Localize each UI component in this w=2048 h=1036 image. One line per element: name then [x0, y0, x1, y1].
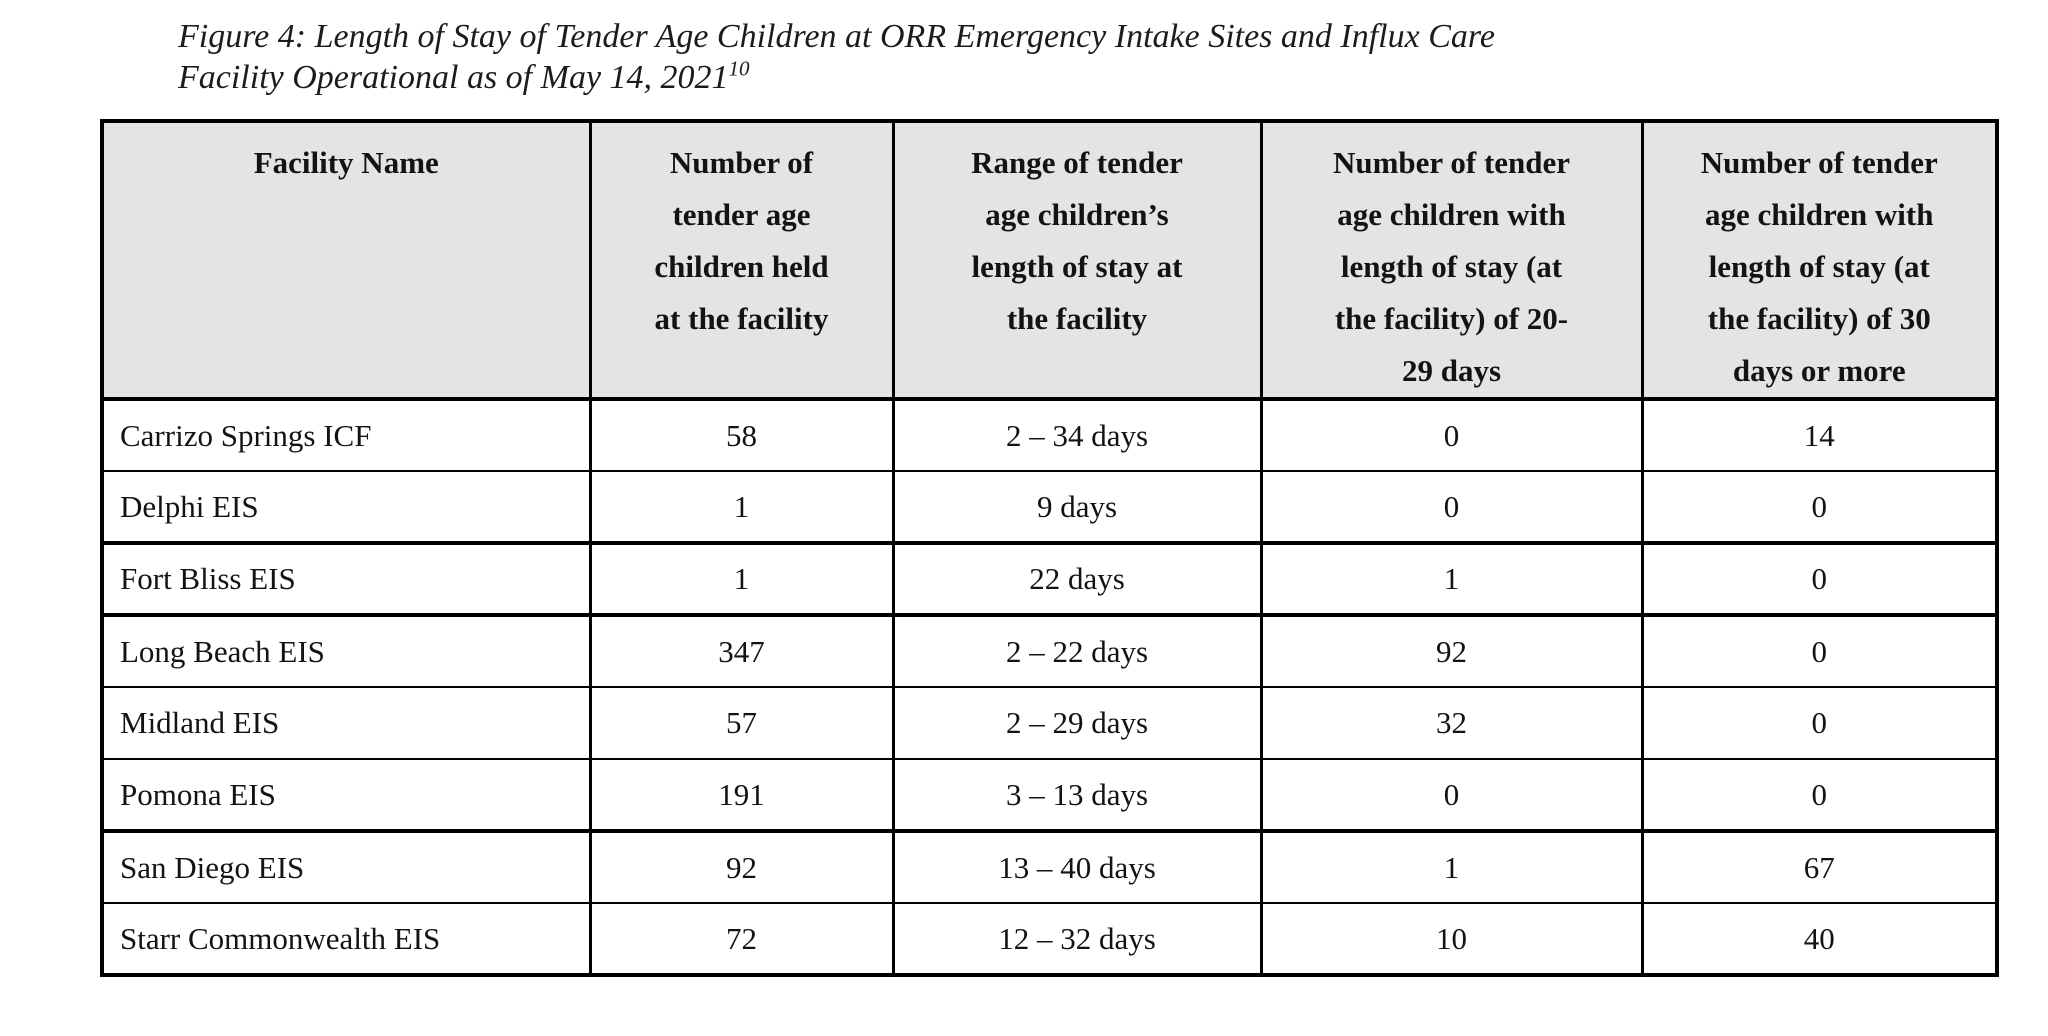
stay-range-cell: 9 days [891, 470, 1263, 543]
stay-range-cell: 2 – 29 days [891, 686, 1263, 759]
stay-30-plus-cell: 0 [1640, 758, 1999, 831]
stay-range-cell: 3 – 13 days [891, 758, 1263, 831]
table-header: Facility Name Number of tender age child… [100, 121, 1999, 401]
column-header-stay-30-plus-days: Number of tender age children with lengt… [1640, 121, 1999, 401]
stay-range-cell: 2 – 34 days [891, 397, 1263, 471]
table-row: Delphi EIS 1 9 days 0 0 [100, 470, 1999, 543]
figure-caption-line2: Facility Operational as of May 14, 2021 [178, 59, 729, 96]
figure-caption: Figure 4: Length of Stay of Tender Age C… [178, 16, 1538, 98]
stay-30-plus-cell: 0 [1640, 613, 1999, 687]
facility-name-cell: Pomona EIS [100, 758, 592, 831]
stay-20-29-cell: 92 [1259, 613, 1644, 687]
length-of-stay-table: Facility Name Number of tender age child… [100, 119, 1999, 977]
children-held-cell: 191 [588, 758, 895, 831]
facility-name-cell: Delphi EIS [100, 470, 592, 543]
stay-30-plus-cell: 67 [1640, 829, 1999, 903]
stay-20-29-cell: 10 [1259, 902, 1644, 975]
children-held-cell: 57 [588, 686, 895, 759]
column-header-facility-name: Facility Name [100, 121, 592, 401]
children-held-cell: 58 [588, 397, 895, 471]
stay-20-29-cell: 1 [1259, 541, 1644, 615]
stay-30-plus-cell: 14 [1640, 397, 1999, 471]
stay-30-plus-cell: 0 [1640, 470, 1999, 543]
stay-range-cell: 13 – 40 days [891, 829, 1263, 903]
column-header-range-of-stay: Range of tender age children’s length of… [891, 121, 1263, 401]
stay-20-29-cell: 0 [1259, 470, 1644, 543]
table-row: Pomona EIS 191 3 – 13 days 0 0 [100, 758, 1999, 831]
table-row: Fort Bliss EIS 1 22 days 1 0 [100, 541, 1999, 615]
children-held-cell: 1 [588, 541, 895, 615]
stay-range-cell: 22 days [891, 541, 1263, 615]
facility-name-cell: Midland EIS [100, 686, 592, 759]
table-header-row: Facility Name Number of tender age child… [100, 121, 1999, 401]
stay-20-29-cell: 1 [1259, 829, 1644, 903]
facility-name-cell: San Diego EIS [100, 829, 592, 903]
stay-30-plus-cell: 0 [1640, 541, 1999, 615]
table-row: Long Beach EIS 347 2 – 22 days 92 0 [100, 613, 1999, 687]
column-header-number-held: Number of tender age children held at th… [588, 121, 895, 401]
column-header-stay-20-29-days: Number of tender age children with lengt… [1259, 121, 1644, 401]
table-body: Carrizo Springs ICF 58 2 – 34 days 0 14 Delph… [100, 397, 1999, 975]
stay-20-29-cell: 32 [1259, 686, 1644, 759]
table-row: San Diego EIS 92 13 – 40 days 1 67 [100, 829, 1999, 903]
children-held-cell: 1 [588, 470, 895, 543]
stay-30-plus-cell: 0 [1640, 686, 1999, 759]
figure-caption-line1: Figure 4: Length of Stay of Tender Age C… [178, 18, 1495, 55]
children-held-cell: 347 [588, 613, 895, 687]
table-row: Carrizo Springs ICF 58 2 – 34 days 0 14 [100, 397, 1999, 471]
table-row: Midland EIS 57 2 – 29 days 32 0 [100, 686, 1999, 759]
children-held-cell: 92 [588, 829, 895, 903]
facility-name-cell: Carrizo Springs ICF [100, 397, 592, 471]
footnote-marker: 10 [728, 56, 750, 81]
facility-name-cell: Starr Commonwealth EIS [100, 902, 592, 975]
stay-20-29-cell: 0 [1259, 758, 1644, 831]
children-held-cell: 72 [588, 902, 895, 975]
stay-range-cell: 2 – 22 days [891, 613, 1263, 687]
stay-20-29-cell: 0 [1259, 397, 1644, 471]
facility-name-cell: Fort Bliss EIS [100, 541, 592, 615]
stay-range-cell: 12 – 32 days [891, 902, 1263, 975]
table-row: Starr Commonwealth EIS 72 12 – 32 days 10 40 [100, 902, 1999, 975]
stay-30-plus-cell: 40 [1640, 902, 1999, 975]
facility-name-cell: Long Beach EIS [100, 613, 592, 687]
